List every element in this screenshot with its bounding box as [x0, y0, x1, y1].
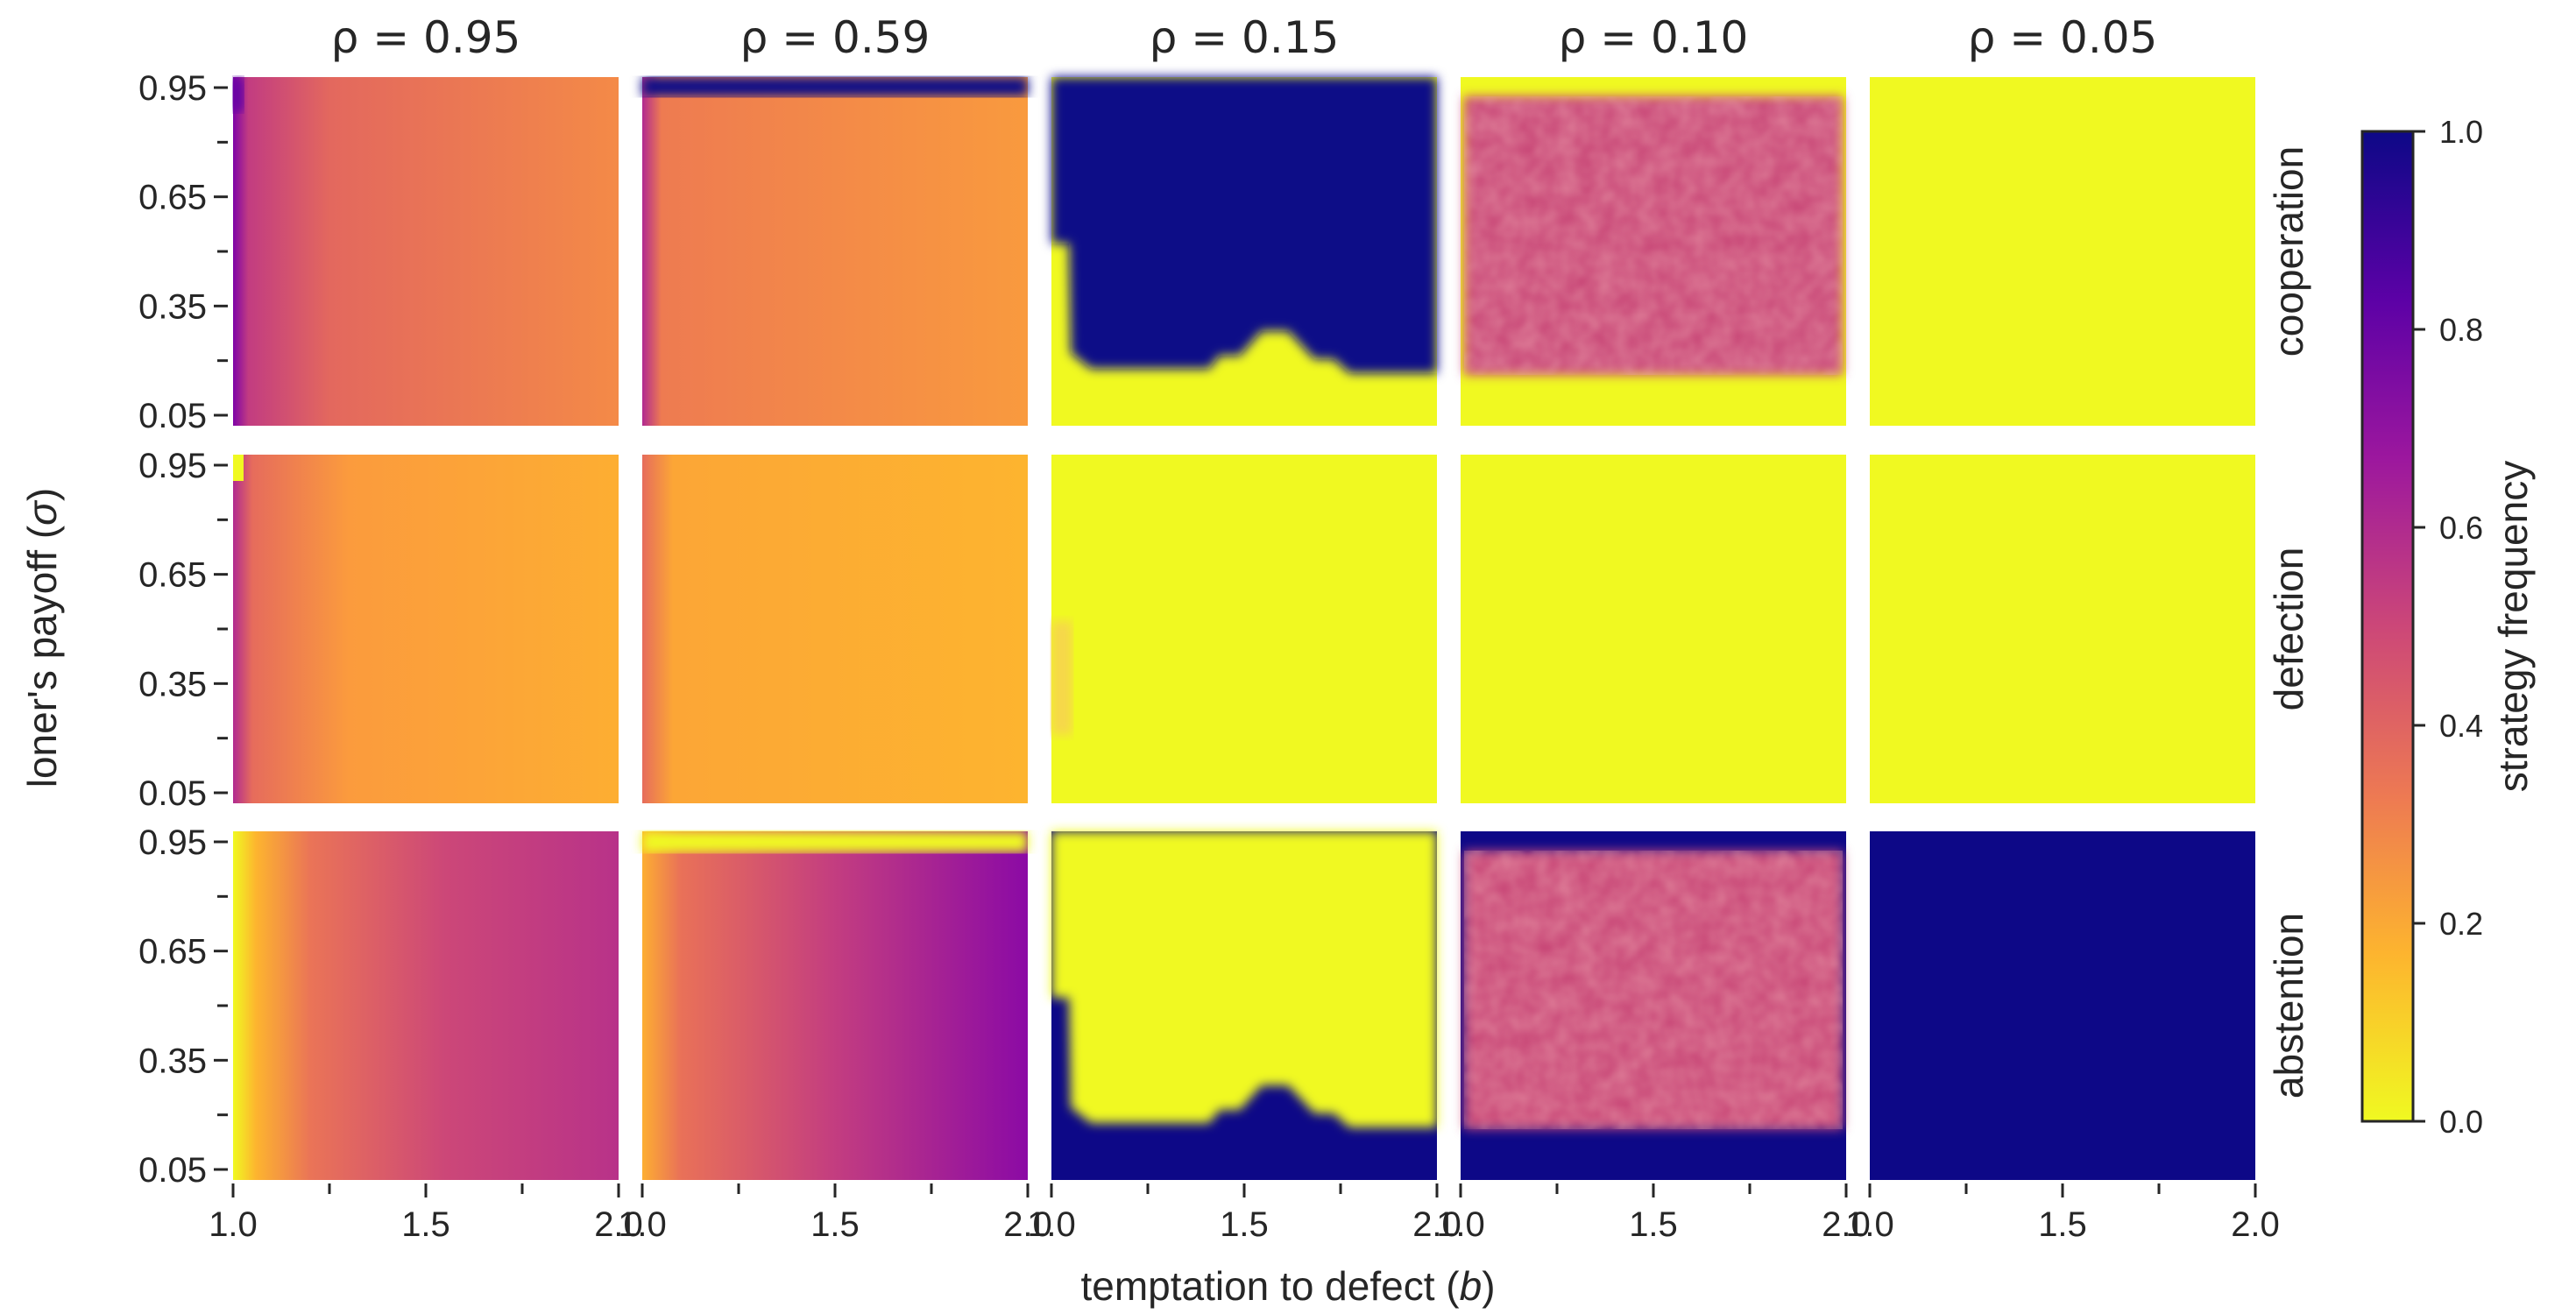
panel-cooperation-col2	[642, 77, 1028, 426]
y-tick-label: 0.95	[138, 69, 207, 108]
y-axis-label: loner's payoff (σ)	[19, 488, 65, 788]
x-tick-label: 1.0	[618, 1205, 667, 1244]
column-title: ρ = 0.15	[1150, 12, 1340, 63]
panel-defection-col3	[1051, 455, 1437, 803]
y-tick-label: 0.95	[138, 823, 207, 862]
y-tick-label: 0.35	[138, 665, 207, 703]
x-tick-label: 1.5	[2038, 1205, 2087, 1244]
panel-defection-col2	[642, 455, 1028, 803]
y-tick-label: 0.05	[138, 1151, 207, 1190]
y-tick-label: 0.65	[138, 179, 207, 217]
x-tick-label: 1.5	[1629, 1205, 1678, 1244]
y-tick-label: 0.65	[138, 556, 207, 595]
colorbar-tick-label: 0.6	[2439, 510, 2483, 546]
colorbar-gradient	[2360, 130, 2415, 1123]
x-axes: 1.0 1.5 2.01.0 1.5 2.01.0 1.5 2.01.0 1.5 2.01.0 1…	[209, 1183, 2280, 1244]
x-tick-label: 1.0	[1845, 1205, 1894, 1244]
panel-abstention-col1	[233, 831, 619, 1180]
y-tick-label: 0.35	[138, 1042, 207, 1080]
x-tick-label: 2.0	[2231, 1205, 2280, 1244]
column-title: ρ = 0.59	[740, 12, 931, 63]
row-label: cooperation	[2266, 146, 2311, 357]
panel-abstention-col2	[642, 831, 1028, 1180]
x-tick-label: 1.0	[209, 1205, 258, 1244]
panel-abstention-col5	[1870, 831, 2255, 1180]
x-tick-label: 2.0	[594, 1205, 643, 1244]
y-axes: 0.95 0.65 0.35 0.05 0.95 0.65 0.35 0.05 0.95 0.65…	[138, 69, 228, 1190]
x-tick-label: 1.0	[1436, 1205, 1485, 1244]
panel-abstention-col4	[1461, 831, 1846, 1180]
x-tick-label: 1.5	[810, 1205, 860, 1244]
colorbar-tick-label: 0.0	[2439, 1104, 2483, 1140]
y-tick-label: 0.65	[138, 933, 207, 971]
y-tick-label: 0.05	[138, 397, 207, 435]
heatmap-panels	[233, 77, 2255, 1180]
y-tick-label: 0.05	[138, 774, 207, 813]
column-titles: ρ = 0.95 ρ = 0.59 ρ = 0.15 ρ = 0.10 ρ = 0.05	[331, 12, 2158, 63]
colorbar-tick-label: 0.2	[2439, 906, 2483, 942]
colorbar-tick-label: 1.0	[2439, 114, 2483, 150]
panel-cooperation-col5	[1870, 77, 2255, 426]
colorbar-tick-label: 0.4	[2439, 708, 2483, 744]
y-tick-label: 0.95	[138, 447, 207, 485]
column-title: ρ = 0.10	[1559, 12, 1749, 63]
panel-cooperation-col4	[1461, 77, 1846, 426]
panel-cooperation-col1	[233, 77, 619, 426]
x-tick-label: 1.0	[1027, 1205, 1076, 1244]
panel-defection-col1	[233, 455, 619, 803]
panel-abstention-col3	[1051, 831, 1437, 1180]
column-title: ρ = 0.95	[331, 12, 521, 63]
column-title: ρ = 0.05	[1968, 12, 2158, 63]
x-tick-label: 2.0	[1822, 1205, 1871, 1244]
panel-defection-col5	[1870, 455, 2255, 803]
colorbar: 1.0 0.8 0.6 0.4 0.2 0.0 strategy frequency	[2360, 114, 2536, 1140]
row-labels: cooperation defection abstention	[2266, 146, 2311, 1099]
x-tick-label: 1.5	[401, 1205, 450, 1244]
x-tick-label: 2.0	[1003, 1205, 1052, 1244]
y-tick-label: 0.35	[138, 287, 207, 326]
panel-defection-col4	[1461, 455, 1846, 803]
colorbar-tick-label: 0.8	[2439, 312, 2483, 348]
row-label: abstention	[2266, 913, 2311, 1099]
x-axis-label: temptation to defect (b)	[1080, 1263, 1495, 1309]
x-tick-label: 1.5	[1220, 1205, 1269, 1244]
colorbar-label: strategy frequency	[2490, 461, 2536, 792]
row-label: defection	[2266, 548, 2311, 711]
panel-cooperation-col3	[1051, 77, 1437, 426]
x-tick-label: 2.0	[1412, 1205, 1461, 1244]
